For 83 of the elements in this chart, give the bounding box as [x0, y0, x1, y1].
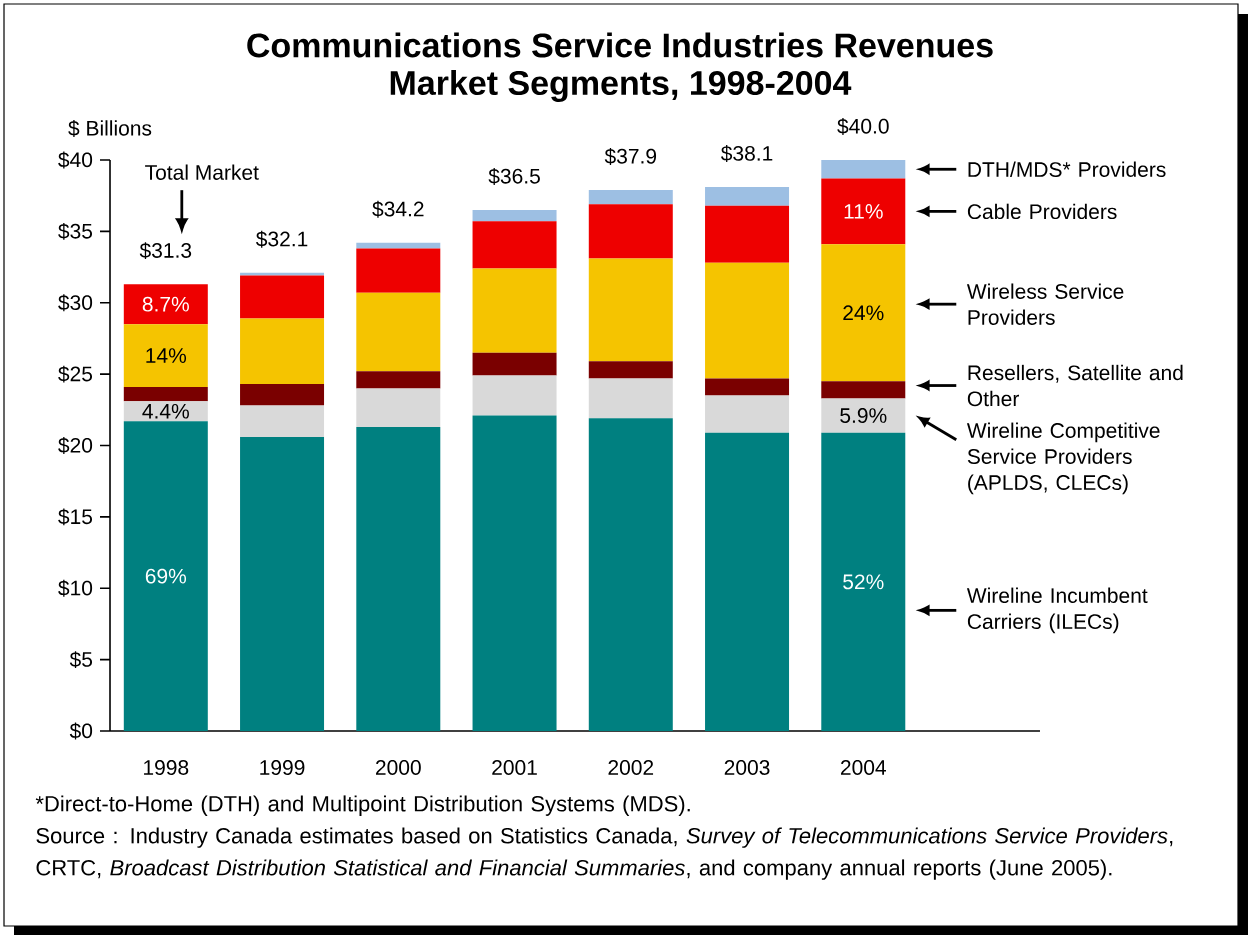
y-tick-label: $0 — [69, 722, 93, 740]
text: Resellers, Satellite and Other — [967, 364, 1183, 407]
bar — [821, 381, 906, 399]
y-tick-label: $40 — [58, 151, 93, 169]
chart-title: Communications Service Industries Revenues — [247, 32, 993, 58]
x-tick-label: 2001 — [492, 760, 537, 775]
total-label: $32.1 — [255, 230, 308, 248]
y-tick-label: $35 — [58, 222, 93, 240]
text: Wireline Competitive Service Providers (APLDS, CLECs) — [966, 422, 1160, 495]
x-tick-label: 1999 — [260, 760, 305, 775]
y-tick-label: $20 — [58, 437, 93, 454]
bar — [588, 189, 673, 205]
bar — [123, 401, 208, 422]
total-label: $37.9 — [604, 147, 657, 165]
bar — [588, 378, 673, 419]
bar — [821, 432, 906, 731]
bar — [240, 384, 325, 406]
bar — [472, 268, 557, 353]
bar — [240, 436, 325, 731]
text: Wireline Incumbent Carriers (ILECs) — [966, 587, 1148, 634]
bar — [821, 178, 906, 245]
bar — [123, 324, 208, 387]
annotation: 11% — [844, 204, 883, 219]
bar — [356, 292, 441, 372]
bar — [821, 398, 906, 433]
annotation: 5.9% — [840, 408, 887, 423]
chart-subtitle: Market Segments, 1998-2004 — [390, 70, 852, 102]
bar — [123, 284, 208, 325]
bar — [123, 386, 208, 402]
bar — [821, 244, 906, 382]
annotation: 24% — [843, 305, 884, 321]
bar — [240, 272, 325, 276]
bar — [356, 388, 441, 427]
y-tick-label: $10 — [58, 579, 93, 597]
x-tick-label: 1998 — [144, 760, 189, 775]
bar — [821, 159, 906, 179]
bar — [356, 248, 441, 293]
bar — [705, 378, 790, 396]
bar — [705, 205, 790, 263]
bar — [240, 318, 325, 385]
y-tick-label: $30 — [58, 294, 93, 312]
annotation: Total Market — [145, 164, 259, 180]
text: Source : Industry Canada estimates based on Statistics Canada, Survey of Telecommunications Service Providers, CRTC, Broadcast Distribution Statistical and Financial Summaries, and company annual reports (June 2005). — [36, 827, 1173, 880]
total-label: $34.2 — [372, 200, 424, 218]
x-tick-label: 2004 — [840, 760, 886, 775]
x-tick-label: 2003 — [724, 760, 770, 775]
annotation: 4.4% — [142, 403, 189, 419]
bar — [705, 395, 790, 433]
text: Wireless Service Providers — [966, 283, 1124, 325]
bar — [472, 209, 557, 222]
y-axis-title: $ Billions — [68, 119, 152, 137]
annotation: 69% — [145, 568, 187, 584]
bar — [240, 275, 325, 319]
text: DTH/MDS* Providers — [968, 161, 1166, 177]
bar — [588, 204, 673, 259]
bar — [472, 375, 557, 416]
annotation: 14% — [146, 348, 187, 363]
bar — [588, 361, 673, 379]
y-tick-label: $25 — [58, 365, 93, 383]
bar — [588, 418, 673, 731]
y-tick-label: $15 — [58, 508, 93, 526]
y-tick-label: $5 — [69, 651, 93, 669]
bar — [705, 432, 790, 731]
x-tick-label: 2002 — [608, 760, 654, 775]
bar — [705, 187, 790, 206]
annotation: 52% — [843, 574, 884, 590]
bar — [705, 262, 790, 379]
text: *Direct-to-Home (DTH) and Multipoint Distribution Systems (MDS). — [35, 795, 690, 816]
total-label: $31.3 — [139, 242, 192, 260]
bar — [123, 421, 208, 731]
bar — [472, 221, 557, 269]
bar — [472, 415, 557, 731]
text: Cable Providers — [967, 203, 1117, 220]
bar — [588, 258, 673, 362]
total-label: $38.1 — [720, 145, 773, 163]
bar — [472, 352, 557, 376]
x-tick-label: 2000 — [376, 760, 421, 775]
annotation: 8.7% — [142, 296, 189, 312]
bar — [240, 405, 325, 437]
total-label: $36.5 — [488, 167, 540, 185]
total-label: $40.0 — [837, 117, 889, 135]
bar — [356, 426, 441, 731]
bar — [356, 371, 441, 389]
